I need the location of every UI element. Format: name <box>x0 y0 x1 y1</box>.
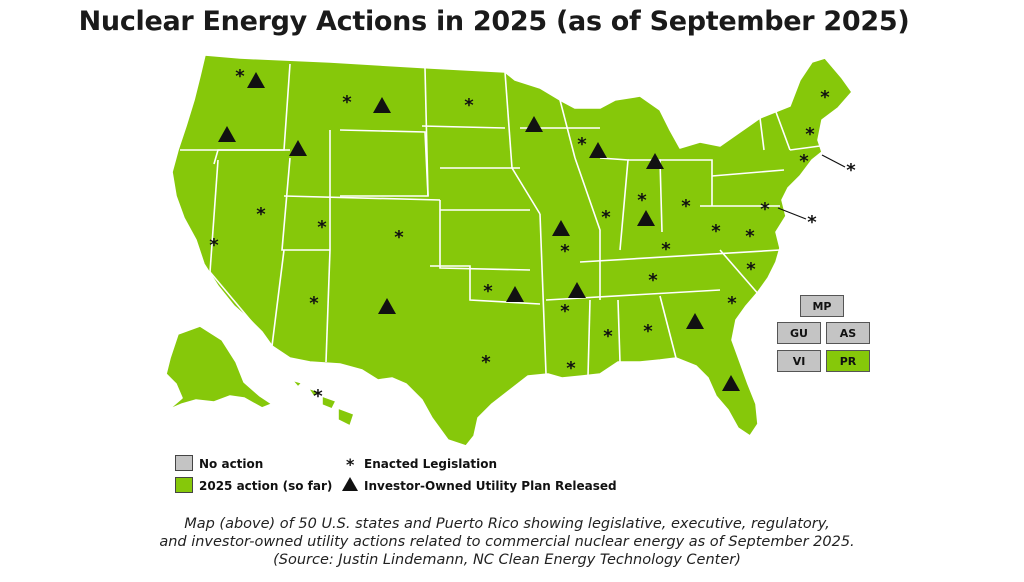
star-marker-indiana: * <box>637 190 647 211</box>
star-marker-ohio: * <box>681 196 691 217</box>
caption-line-1: Map (above) of 50 U.S. states and Puerto… <box>184 516 830 532</box>
triangle-marker-florida <box>722 375 740 391</box>
us-map: * * * * * * * * * * * * * * * * * * * * … <box>165 54 856 447</box>
star-marker-utah: * <box>317 217 327 238</box>
legend-label-utility: Investor-Owned Utility Plan Released <box>364 479 617 493</box>
triangle-marker-montana <box>373 97 391 113</box>
legend-swatch-action <box>175 477 193 493</box>
star-marker-west-virginia: * <box>711 221 721 242</box>
map-title: Nuclear Energy Actions in 2025 (as of Se… <box>78 6 910 37</box>
triangle-marker-indiana <box>637 210 655 226</box>
star-marker-arizona: * <box>309 293 319 314</box>
caption-line-3: (Source: Justin Lindemann, NC Clean Ener… <box>273 552 741 568</box>
star-marker-new-hampshire: * <box>805 124 815 145</box>
alaska <box>165 325 273 411</box>
triangle-marker-wisconsin <box>589 142 607 158</box>
triangle-marker-minnesota <box>525 116 543 132</box>
triangle-marker-missouri <box>552 220 570 236</box>
territory-pr: PR <box>826 350 870 372</box>
utility-plan-markers <box>218 72 740 391</box>
triangle-marker-oregon <box>218 126 236 142</box>
enacted-legislation-markers: * * * * * * * * * * * * * * * * * * * * … <box>209 66 856 407</box>
star-marker-colorado: * <box>394 227 404 248</box>
star-marker-maryland: * <box>760 199 770 220</box>
star-marker-montana: * <box>342 92 352 113</box>
triangle-marker-georgia <box>686 313 704 329</box>
territory-vi: VI <box>777 350 821 372</box>
leader-line-de <box>777 207 807 220</box>
star-marker-virginia: * <box>745 226 755 247</box>
star-marker-north-dakota: * <box>464 95 474 116</box>
territory-mp: MP <box>800 295 844 317</box>
triangle-marker-washington <box>247 72 265 88</box>
star-marker-maine: * <box>820 87 830 108</box>
star-marker-mississippi: * <box>603 326 613 347</box>
caption-line-2: and investor-owned utility actions relat… <box>159 534 855 550</box>
star-marker-kentucky: * <box>661 239 671 260</box>
star-marker-california: * <box>209 235 219 256</box>
legend-label-no-action: No action <box>199 457 264 471</box>
star-marker-oklahoma: * <box>483 281 493 302</box>
star-marker-hawaii: * <box>313 386 323 407</box>
star-marker-rhode-island: * <box>846 160 856 181</box>
star-marker-arkansas: * <box>560 301 570 322</box>
star-marker-south-carolina: * <box>727 293 737 314</box>
triangle-marker-arkansas <box>568 282 586 298</box>
star-marker-texas: * <box>481 352 491 373</box>
triangle-marker-idaho <box>289 140 307 156</box>
continental-us <box>171 54 853 447</box>
star-marker-delaware: * <box>807 212 817 233</box>
star-marker-nevada: * <box>256 204 266 225</box>
star-marker-north-carolina: * <box>746 259 756 280</box>
legend-label-action: 2025 action (so far) <box>199 479 333 493</box>
legend-swatch-no-action <box>175 455 193 471</box>
star-marker-missouri: * <box>560 241 570 262</box>
territory-gu: GU <box>777 322 821 344</box>
triangle-marker-oklahoma <box>506 286 524 302</box>
star-marker-tennessee: * <box>648 270 658 291</box>
triangle-marker-new-mexico <box>378 298 396 314</box>
star-marker-alabama: * <box>643 321 653 342</box>
map-caption: Map (above) of 50 U.S. states and Puerto… <box>120 515 894 569</box>
star-marker-washington: * <box>235 66 245 87</box>
leader-line-ri <box>821 154 846 168</box>
star-marker-louisiana: * <box>566 358 576 379</box>
star-marker-illinois: * <box>601 207 611 228</box>
triangle-marker-michigan <box>646 153 664 169</box>
territory-as: AS <box>826 322 870 344</box>
legend-label-enacted: Enacted Legislation <box>364 457 498 471</box>
legend-star-icon: * <box>346 455 355 474</box>
star-marker-massachusetts: * <box>799 151 809 172</box>
hawaii <box>291 379 355 427</box>
star-marker-wisconsin: * <box>577 134 587 155</box>
state-borders <box>180 63 821 377</box>
legend-triangle-icon <box>342 477 358 491</box>
